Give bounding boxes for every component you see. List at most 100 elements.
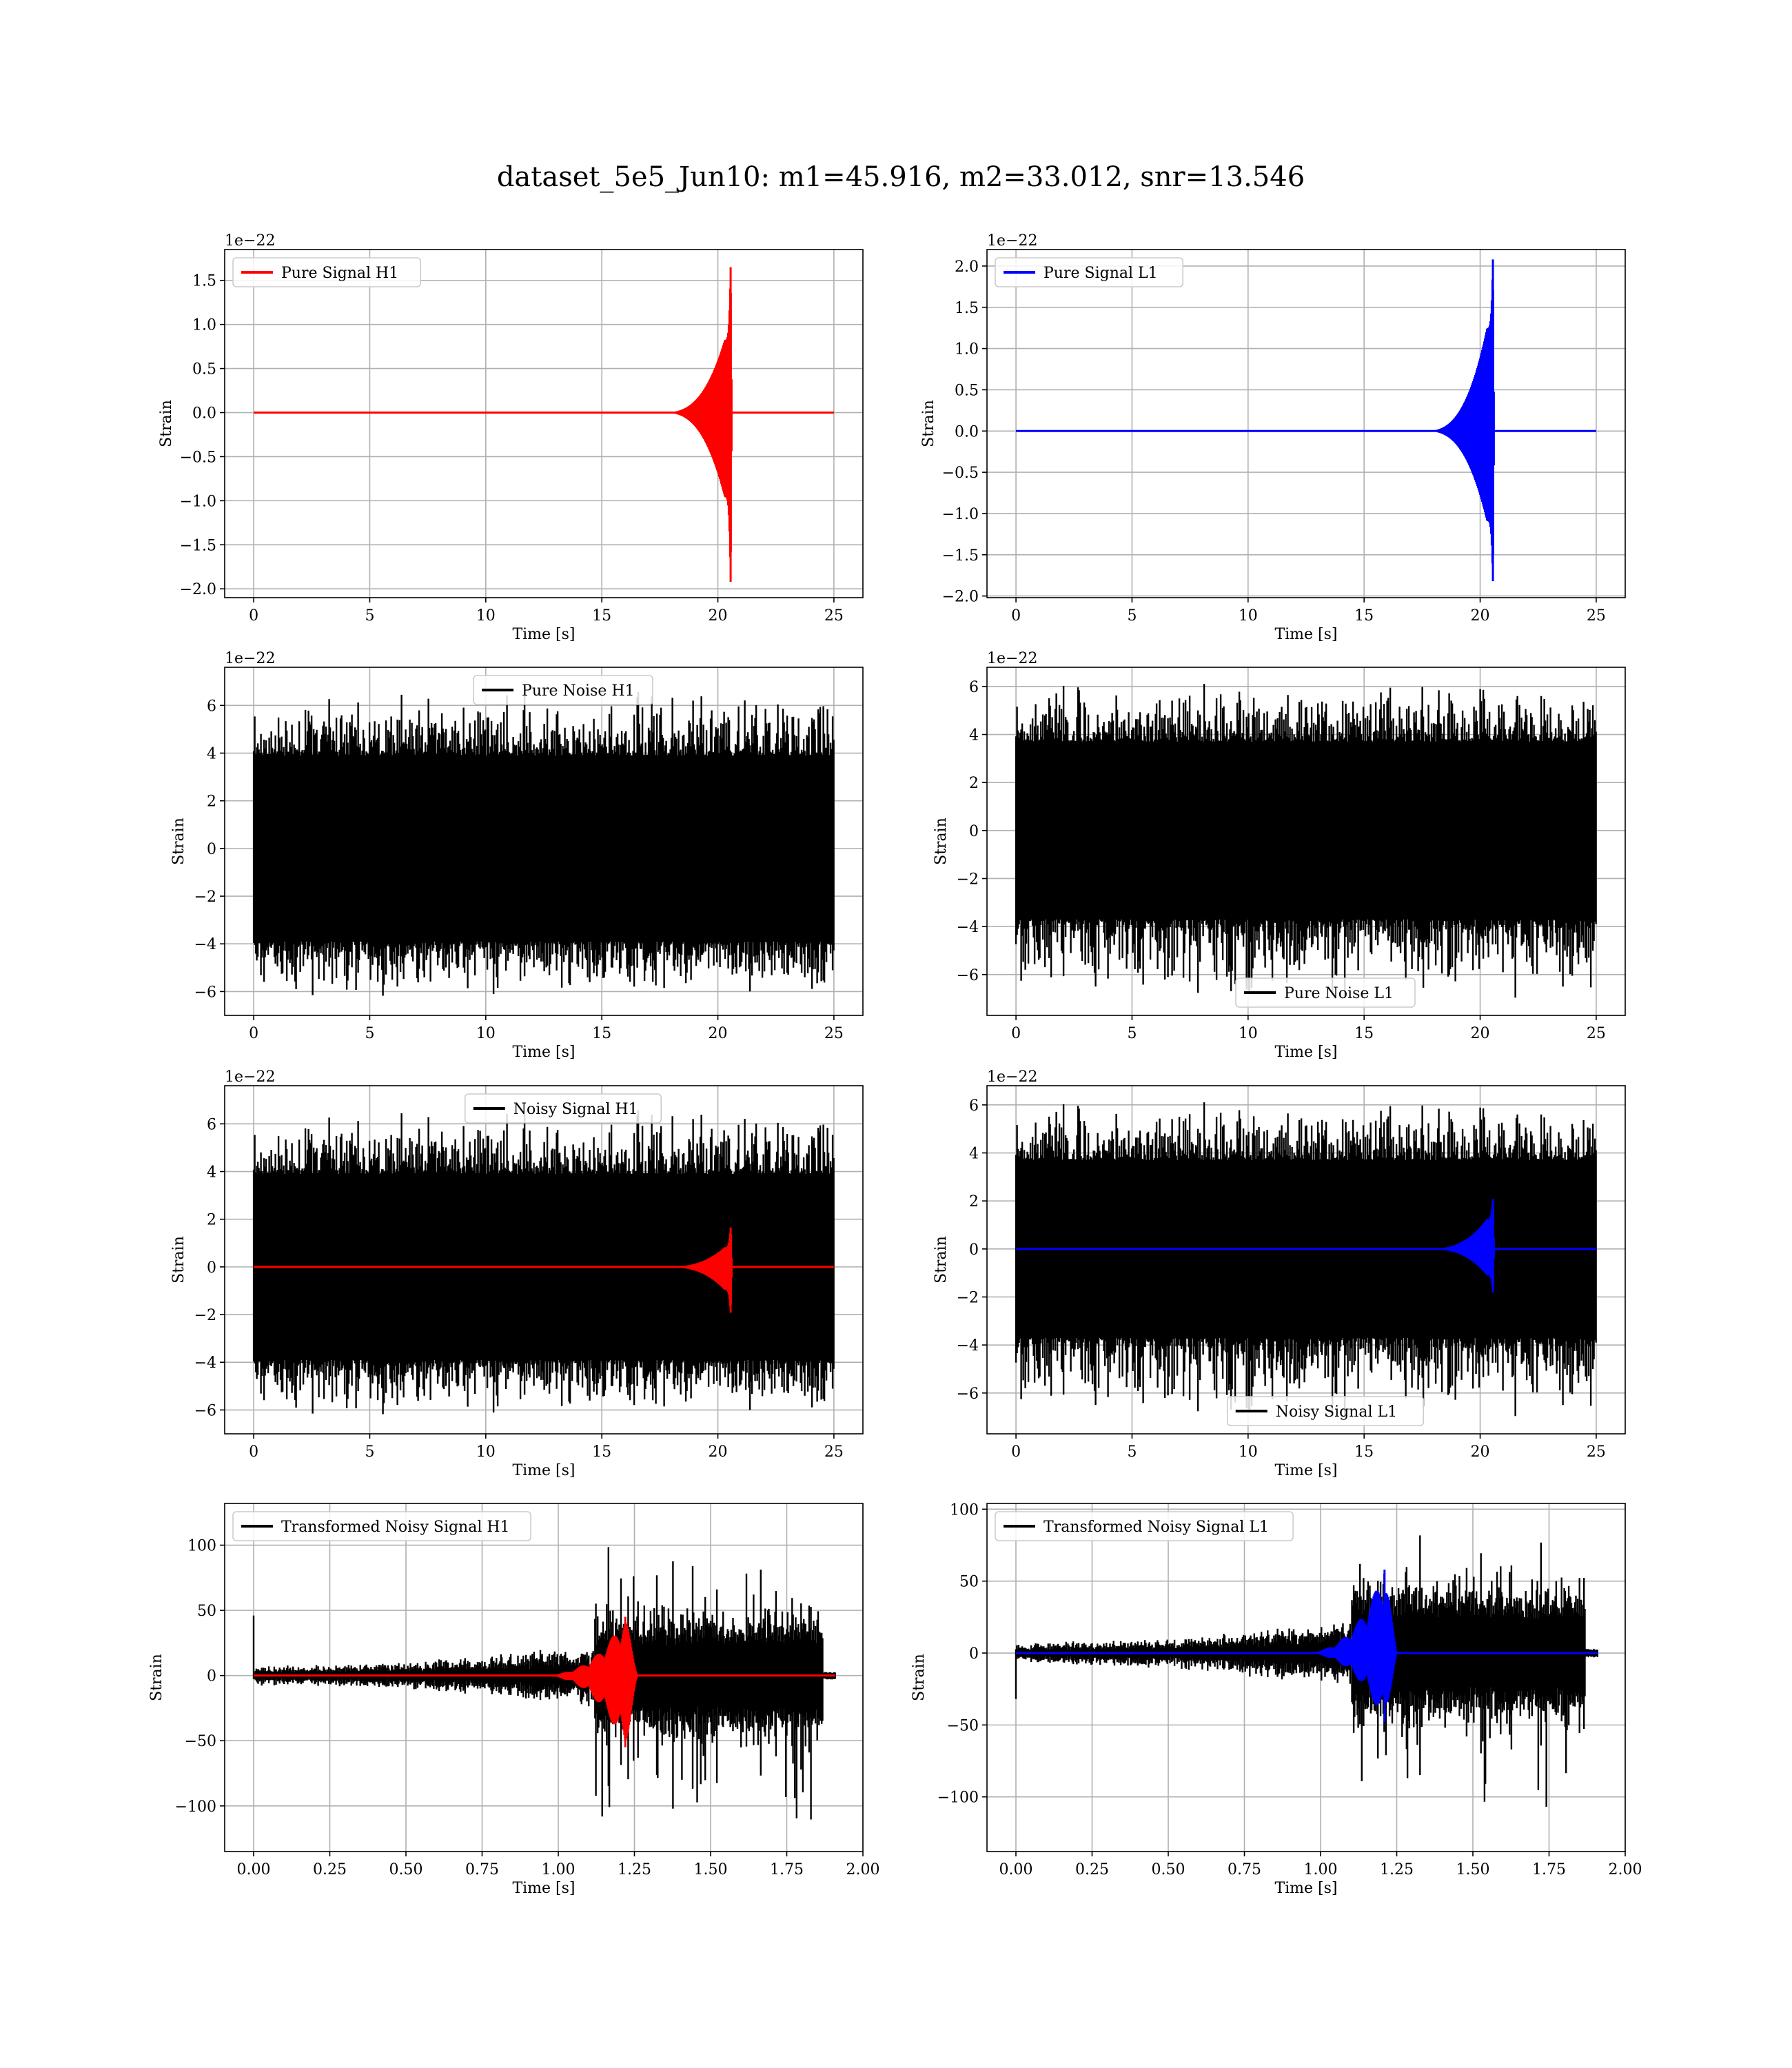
legend-box — [1226, 1396, 1425, 1426]
legend: Transformed Noisy Signal L1 — [995, 1511, 1294, 1541]
y-tick-label: −1.0 — [180, 493, 216, 510]
y-tick-label: 4 — [207, 1164, 216, 1182]
x-tick-label: 0.00 — [236, 1861, 270, 1878]
y-tick-label: 50 — [959, 1574, 979, 1591]
x-axis-label: Time [s] — [512, 626, 575, 643]
y-tick-label: 2 — [969, 775, 979, 792]
y-tick-label: 100 — [950, 1501, 979, 1519]
x-tick-label: 10 — [476, 607, 496, 625]
chart-pure-noise-h1: 0 5 10 15 20 25 −6 −4 −2 0 2 4 6 Time [s] Strain 1e−22 P… — [170, 650, 864, 1061]
y-tick-label: −100 — [937, 1790, 979, 1807]
series-noisy-signal-h1-overlay — [254, 1227, 834, 1313]
x-tick-label: 15 — [592, 607, 611, 625]
axes-frame — [224, 1503, 864, 1852]
y-tick-label: 100 — [187, 1538, 216, 1555]
x-tick-label: 1.25 — [1380, 1861, 1414, 1878]
legend: Pure Signal L1 — [995, 257, 1184, 287]
axes-frame — [986, 1503, 1626, 1852]
x-tick-label: 0.75 — [465, 1861, 499, 1878]
x-tick-label: 25 — [824, 1025, 844, 1042]
figure-title: dataset_5e5_Jun10: m1=45.916, m2=33.012,… — [497, 161, 1305, 193]
y-tick-label: −50 — [947, 1717, 979, 1734]
x-tick-label: 25 — [1587, 1025, 1606, 1042]
plot-area — [254, 267, 834, 582]
x-tick-label: 10 — [1239, 607, 1258, 625]
x-tick-label: 15 — [1354, 1025, 1374, 1042]
chart-pure-signal-l1: 0 5 10 15 20 25 −2.0 −1.5 −1.0 −0.5 0.0 0.5 1.0 1.5 2.… — [920, 232, 1626, 643]
x-axis-label: Time [s] — [512, 1462, 575, 1479]
series-pure-noise-l1 — [1015, 684, 1597, 998]
plot-area — [252, 1110, 835, 1415]
axes-frame — [986, 249, 1626, 598]
legend-box — [995, 257, 1184, 287]
x-tick-label: 1.75 — [1532, 1861, 1566, 1878]
series-pure-signal-l1 — [1016, 259, 1596, 582]
x-tick-label: 0.25 — [313, 1861, 347, 1878]
x-tick-label: 20 — [1471, 1025, 1490, 1042]
y-tick-label: −4 — [957, 919, 979, 936]
series-noisy-signal-h1 — [252, 1110, 835, 1415]
y-tick-label: −1.0 — [942, 506, 979, 523]
axes-frame — [224, 667, 864, 1016]
offset-text: 1e−22 — [225, 232, 275, 250]
x-tick-label: 1.75 — [770, 1861, 804, 1878]
x-tick-label: 0 — [1011, 1443, 1021, 1461]
series-transformed-noisy-signal-l1-overlay — [1015, 1569, 1598, 1723]
y-tick-label: −4 — [194, 1355, 216, 1372]
legend: Pure Noise L1 — [1235, 977, 1416, 1008]
plot-area — [252, 691, 835, 996]
plot-area — [252, 1547, 836, 1820]
y-tick-label: −2 — [957, 1289, 979, 1306]
x-axis-label: Time [s] — [1274, 1044, 1337, 1061]
y-axis-label: Strain — [910, 1654, 928, 1701]
series-pure-signal-h1 — [254, 267, 834, 582]
x-tick-label: 0 — [1011, 607, 1021, 625]
y-axis-label: Strain — [933, 1236, 950, 1284]
legend-label: Pure Signal H1 — [281, 265, 398, 282]
legend: Noisy Signal H1 — [464, 1093, 662, 1124]
x-tick-label: 0.50 — [389, 1861, 423, 1878]
x-tick-label: 25 — [1587, 1443, 1606, 1461]
legend-label: Pure Signal L1 — [1043, 265, 1158, 282]
series-transformed-noisy-signal-l1 — [1015, 1535, 1598, 1807]
x-tick-label: 5 — [1127, 1025, 1137, 1042]
x-tick-label: 1.00 — [542, 1861, 576, 1878]
axes-frame — [224, 249, 864, 598]
plot-area — [1015, 684, 1597, 998]
y-tick-label: 6 — [969, 1097, 979, 1115]
y-tick-label: −6 — [957, 967, 979, 984]
series-transformed-noisy-signal-h1-overlay — [253, 1616, 836, 1747]
x-tick-label: 0.75 — [1228, 1861, 1261, 1878]
x-tick-label: 5 — [365, 607, 374, 625]
y-tick-label: 0 — [207, 1668, 216, 1685]
y-tick-label: 1.5 — [192, 273, 216, 290]
y-tick-label: 0 — [969, 1241, 979, 1259]
y-axis-label: Strain — [170, 818, 187, 865]
y-tick-label: 1.0 — [192, 317, 216, 334]
y-tick-label: −2 — [194, 889, 216, 906]
x-tick-label: 5 — [365, 1025, 374, 1042]
x-tick-label: 20 — [709, 607, 728, 625]
y-tick-label: 1.5 — [955, 300, 979, 317]
y-tick-label: 0 — [969, 1645, 979, 1663]
x-axis-label: Time [s] — [1274, 1462, 1337, 1479]
y-tick-label: −6 — [194, 984, 216, 1001]
legend-label: Pure Noise L1 — [1284, 985, 1394, 1002]
x-tick-label: 5 — [1127, 607, 1137, 625]
legend-label: Noisy Signal H1 — [513, 1101, 638, 1118]
plot-area — [1016, 259, 1596, 582]
axes-frame — [986, 667, 1626, 1016]
x-tick-label: 1.50 — [694, 1861, 728, 1878]
y-tick-label: −2 — [957, 871, 979, 888]
x-tick-label: 25 — [824, 607, 844, 625]
y-tick-label: 50 — [197, 1603, 216, 1620]
y-tick-label: 4 — [969, 1146, 979, 1163]
y-tick-label: 2.0 — [955, 258, 979, 276]
y-tick-label: 2 — [969, 1193, 979, 1210]
y-tick-label: −6 — [957, 1386, 979, 1403]
y-tick-label: 4 — [207, 746, 216, 763]
y-axis-label: Strain — [148, 1654, 165, 1701]
x-tick-label: 0.50 — [1152, 1861, 1185, 1878]
legend-box — [232, 257, 422, 287]
x-tick-label: 0.25 — [1075, 1861, 1109, 1878]
